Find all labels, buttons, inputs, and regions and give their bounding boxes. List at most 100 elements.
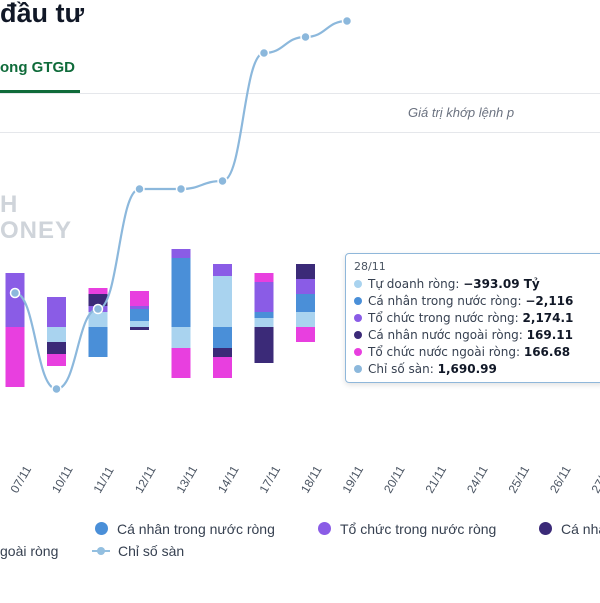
- tooltip-row-tu-doanh: Tự doanh ròng: −393.09 Tỷ: [354, 276, 596, 293]
- legend-chi-so-san[interactable]: Chỉ số sàn: [92, 543, 184, 559]
- x-tick-label: 07/11: [7, 463, 34, 496]
- x-tick-label: 10/11: [49, 463, 76, 496]
- watermark-logo: H ONEY: [0, 192, 72, 244]
- x-tick-label: 14/11: [215, 463, 242, 496]
- legend-dot-icon: [95, 522, 108, 535]
- tab-gtgd[interactable]: ong GTGD: [0, 59, 75, 76]
- x-tick-label: 25/11: [505, 463, 532, 496]
- tooltip-label: Cá nhân nước ngoài ròng:: [368, 328, 523, 342]
- legend-ca-nhan-trong-nuoc[interactable]: Cá nhân trong nước ròng: [95, 521, 275, 537]
- legend-to-chuc-trong-nuoc[interactable]: Tổ chức trong nước ròng: [318, 521, 496, 537]
- chart-note: Giá trị khớp lệnh p: [408, 105, 515, 120]
- tooltip-dot: [354, 314, 362, 322]
- bar-segment-1: [254, 318, 274, 327]
- tooltip-row-chi-so-san: Chỉ số sàn: 1,690.99: [354, 361, 596, 378]
- tooltip-dot: [354, 365, 362, 373]
- page-title: đầu tư: [0, 0, 85, 28]
- index-point: [258, 47, 270, 59]
- tooltip-row-to-chuc-trong-nuoc: Tổ chức trong nước ròng: 2,174.1: [354, 310, 596, 327]
- tooltip-label: Tự doanh ròng:: [368, 277, 460, 291]
- legend-dot-icon: [318, 522, 331, 535]
- bar-segment-5: [171, 348, 191, 378]
- bar-segment-3: [254, 282, 274, 312]
- watermark-line1: H: [0, 191, 19, 218]
- tab-active-indicator: [0, 90, 80, 93]
- index-point: [134, 183, 145, 195]
- x-tick-label: 21/11: [422, 463, 449, 496]
- x-tick-label: 12/11: [132, 463, 159, 496]
- bar-segment-3: [5, 273, 25, 327]
- index-point: [341, 15, 353, 27]
- tooltip-value: −393.09 Tỷ: [463, 277, 540, 291]
- bar-segment-4: [130, 327, 149, 330]
- bar-segment-5: [296, 327, 315, 342]
- bar-segment-4: [47, 342, 66, 354]
- bar-segment-2: [254, 312, 274, 318]
- tooltip-value: 2,174.1: [522, 311, 574, 325]
- bar-segment-5: [130, 291, 149, 306]
- bar-segment-4: [254, 327, 274, 363]
- x-tick-label: 20/11: [381, 463, 408, 496]
- bar-segment-1: [130, 321, 149, 327]
- tooltip-row-ca-nhan-nuoc-ngoai: Cá nhân nước ngoài ròng: 169.11: [354, 327, 596, 344]
- tooltip-label: Chỉ số sàn:: [368, 362, 434, 376]
- legend-ca-nhan-nuoc-ngoai[interactable]: Cá nhâ: [539, 521, 600, 537]
- x-tick-label: 18/11: [298, 463, 325, 496]
- index-point: [92, 303, 104, 315]
- bar-segment-3: [171, 249, 191, 258]
- bar-segment-1: [47, 327, 66, 342]
- bar-segment-2: [130, 309, 149, 321]
- legend-label: Cá nhân trong nước ròng: [117, 521, 275, 537]
- bar-segment-1: [213, 276, 232, 327]
- tooltip-value: 169.11: [526, 328, 573, 342]
- watermark-line2: ONEY: [0, 217, 73, 244]
- bar-segment-2: [171, 258, 191, 327]
- tooltip-dot: [354, 280, 362, 288]
- tooltip-row-to-chuc-nuoc-ngoai: Tổ chức nước ngoài ròng: 166.68: [354, 344, 596, 361]
- x-tick-label: 19/11: [339, 463, 366, 496]
- bar-segment-1: [88, 312, 108, 327]
- index-point: [300, 31, 311, 43]
- legend-label: Chỉ số sàn: [118, 543, 185, 559]
- chart-container: [0, 132, 600, 603]
- index-point: [9, 287, 21, 299]
- x-tick-label: 13/11: [173, 463, 200, 496]
- legend-to-chuc-nuoc-ngoai[interactable]: goài ròng: [0, 543, 58, 559]
- tooltip-row-ca-nhan-trong-nuoc: Cá nhân trong nước ròng: −2,116: [354, 293, 596, 310]
- bar-segment-2: [213, 327, 232, 348]
- bar-segment-3: [213, 264, 232, 276]
- x-tick-label: 27/: [588, 473, 600, 495]
- tooltip-label: Tổ chức trong nước ròng:: [368, 311, 519, 325]
- bar-segment-5: [5, 327, 25, 387]
- tooltip-dot: [354, 331, 362, 339]
- bar-segment-5: [254, 273, 274, 282]
- bar-segment-1: [296, 312, 315, 327]
- index-line: [14, 19, 348, 391]
- bar-segment-4: [88, 294, 108, 306]
- tooltip-label: Tổ chức nước ngoài ròng:: [368, 345, 521, 359]
- tooltip-value: 166.68: [523, 345, 571, 359]
- x-tick-label: 26/11: [547, 463, 574, 496]
- bar-segment-5: [213, 357, 232, 378]
- bar-segment-5: [47, 354, 66, 366]
- legend-label: Tổ chức trong nước ròng: [340, 521, 497, 537]
- tooltip-dot: [354, 348, 362, 356]
- bar-segment-2: [296, 294, 315, 312]
- bar-segment-5: [88, 288, 108, 294]
- tabs-divider: [0, 93, 600, 94]
- x-tick-label: 17/11: [256, 463, 283, 496]
- bar-segment-1: [171, 327, 191, 348]
- index-point: [217, 175, 228, 187]
- line-dot-icon: [92, 547, 110, 555]
- bar-segment-3: [47, 297, 66, 327]
- x-tick-label: 11/11: [90, 464, 116, 496]
- tooltip-dot: [354, 297, 362, 305]
- bar-segment-4: [296, 264, 315, 279]
- index-point: [175, 183, 187, 195]
- bar-segment-4: [213, 348, 232, 357]
- tooltip-label: Cá nhân trong nước ròng:: [368, 294, 522, 308]
- bar-segment-3: [130, 306, 149, 309]
- legend-label: goài ròng: [0, 543, 59, 559]
- bar-segment-3: [296, 279, 315, 294]
